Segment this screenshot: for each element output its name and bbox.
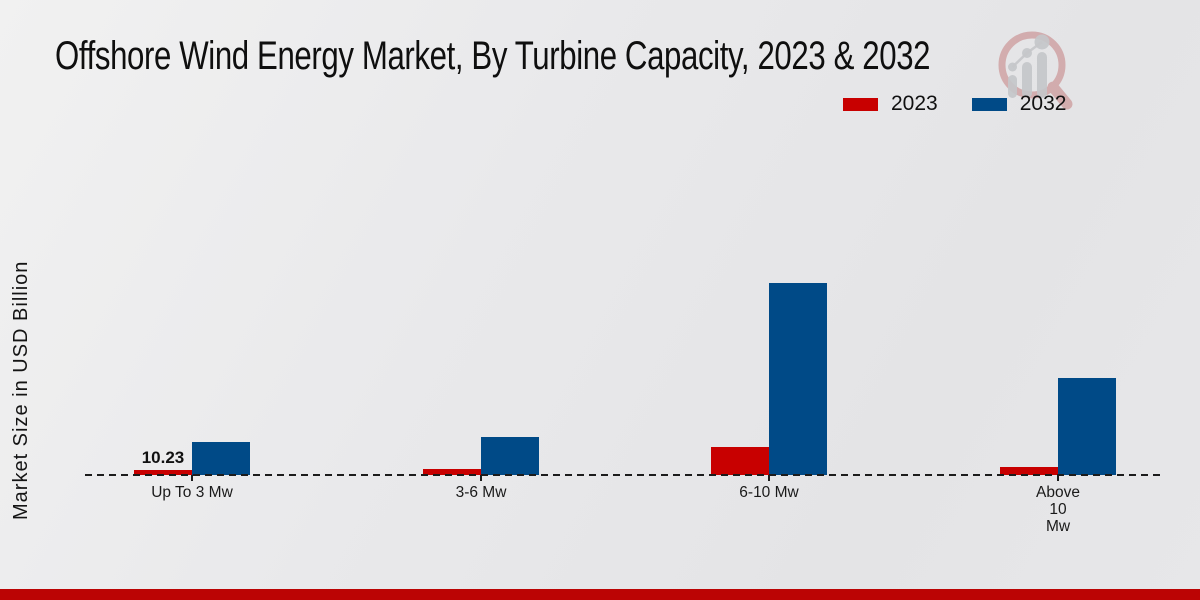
x-tick-6-10-mw: [768, 475, 770, 481]
x-tick-above-10-mw: [1057, 475, 1059, 481]
legend-swatch-2032: [971, 97, 1007, 111]
chart-title: Offshore Wind Energy Market, By Turbine …: [55, 34, 931, 78]
x-tick-label-6-10-mw: 6-10 Mw: [739, 484, 799, 501]
bar-value-label-2023-up-to-3-mw: 10.23: [141, 448, 185, 467]
bar-2023-above-10-mw: [1000, 467, 1058, 475]
bar-2032-6-10-mw: [769, 283, 827, 475]
bar-2032-above-10-mw: [1058, 378, 1116, 475]
bar-2032-up-to-3-mw: [192, 441, 250, 475]
x-axis-baseline: [85, 474, 1163, 476]
x-tick-label-3-6-mw: 3-6 Mw: [455, 484, 507, 501]
x-tick-3-6-mw: [480, 475, 482, 481]
bar-2023-6-10-mw: [711, 446, 769, 475]
legend-item-2023: 2023: [843, 92, 938, 116]
bar-2032-3-6-mw: [481, 436, 539, 475]
legend-swatch-2023: [843, 97, 878, 111]
plot-area: Up To 3 Mw 3-6 Mw 6-10 Mw Above 10 Mw 10.23: [85, 275, 1163, 535]
bar-2023-3-6-mw: [423, 469, 481, 475]
legend-label-2023: 2023: [891, 92, 938, 115]
y-axis-label: Market Size in USD Billion: [10, 260, 32, 520]
footer-accent-bar: [0, 589, 1200, 600]
legend-item-2032: 2032: [971, 92, 1067, 116]
bar-2023-up-to-3-mw: [134, 470, 192, 475]
x-tick-label-above-10-mw: Above 10 Mw: [1036, 484, 1080, 535]
x-tick-up-to-3-mw: [191, 475, 193, 481]
x-tick-label-up-to-3-mw: Up To 3 Mw: [151, 484, 233, 501]
legend: 2023 2032: [843, 92, 1066, 116]
magnifier-bar-chart-logo-icon: [998, 31, 1073, 110]
legend-label-2032: 2032: [1019, 92, 1067, 115]
